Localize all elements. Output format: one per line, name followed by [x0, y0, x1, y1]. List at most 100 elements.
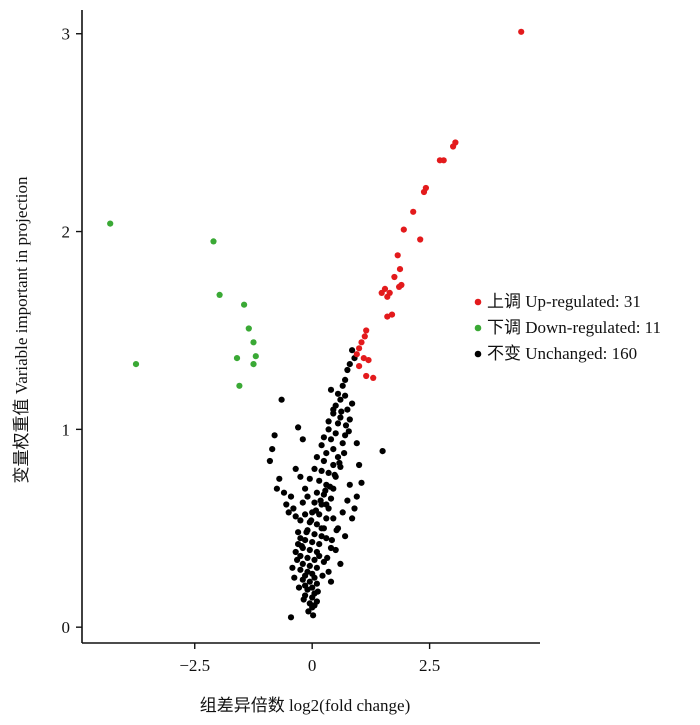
- data-point: [327, 386, 335, 393]
- data-point: [410, 208, 417, 215]
- data-point: [132, 361, 140, 368]
- x-tick-label: 2.5: [419, 656, 440, 675]
- data-point: [319, 572, 326, 579]
- data-point: [339, 509, 346, 516]
- legend-label: 上调 Up-regulated: 31: [487, 292, 641, 311]
- data-point: [297, 535, 304, 542]
- data-point: [363, 372, 370, 380]
- data-point: [304, 586, 311, 593]
- data-point: [299, 499, 306, 506]
- data-point: [330, 461, 337, 469]
- x-tick-label: −2.5: [179, 656, 210, 675]
- data-point: [216, 291, 223, 298]
- data-point: [299, 436, 306, 443]
- data-point: [388, 311, 396, 318]
- data-point: [331, 471, 338, 478]
- data-point: [323, 501, 330, 508]
- x-tick-label: 0: [308, 656, 317, 675]
- data-point: [334, 454, 342, 461]
- data-point: [310, 612, 317, 619]
- data-point: [351, 505, 358, 512]
- data-point: [370, 374, 377, 381]
- data-point: [303, 529, 310, 536]
- data-point: [327, 578, 335, 585]
- data-point: [311, 556, 318, 564]
- data-point: [353, 351, 360, 358]
- data-point: [342, 432, 349, 439]
- data-point: [292, 465, 299, 472]
- data-point: [417, 236, 424, 243]
- data-point: [236, 382, 243, 389]
- data-point: [394, 252, 401, 259]
- data-point: [436, 157, 443, 164]
- series-0: [353, 28, 525, 381]
- series-2: [266, 347, 386, 621]
- data-point: [298, 543, 305, 550]
- data-point: [305, 608, 312, 615]
- data-point: [346, 481, 353, 488]
- y-tick-label: 0: [62, 618, 71, 637]
- data-point: [346, 416, 353, 423]
- data-point: [306, 578, 313, 585]
- y-ticks: 0 1 2 3: [62, 25, 82, 637]
- data-point: [297, 566, 304, 573]
- data-point: [250, 361, 257, 368]
- data-point: [337, 414, 344, 421]
- data-point: [107, 220, 114, 227]
- data-point: [318, 525, 325, 532]
- data-point: [318, 442, 325, 449]
- data-point: [299, 576, 306, 583]
- data-point: [330, 515, 337, 522]
- data-points: [107, 28, 525, 621]
- data-point: [342, 533, 349, 540]
- data-point: [318, 533, 325, 540]
- data-point: [306, 546, 313, 554]
- data-point: [342, 376, 349, 383]
- data-point: [295, 424, 302, 431]
- data-point: [337, 396, 344, 403]
- data-point: [278, 396, 285, 403]
- data-point: [332, 430, 339, 437]
- data-point: [304, 554, 311, 562]
- data-point: [309, 594, 316, 601]
- data-point: [311, 531, 318, 538]
- data-point: [356, 345, 363, 352]
- data-point: [302, 485, 309, 492]
- data-point: [336, 459, 343, 467]
- data-point: [337, 560, 344, 568]
- legend-label: 不变 Unchanged: 160: [487, 344, 637, 363]
- data-point: [330, 406, 337, 413]
- data-point: [302, 511, 309, 518]
- data-point: [290, 505, 297, 512]
- data-point: [271, 432, 278, 439]
- data-point: [378, 289, 385, 296]
- data-point: [327, 495, 335, 502]
- data-point: [338, 408, 345, 415]
- data-point: [363, 327, 370, 334]
- data-point: [292, 548, 299, 556]
- data-point: [345, 428, 352, 435]
- data-point: [318, 467, 325, 474]
- legend-marker: [474, 350, 482, 358]
- data-point: [266, 457, 273, 465]
- data-point: [398, 281, 405, 289]
- data-point: [295, 584, 303, 591]
- data-point: [334, 420, 342, 427]
- data-point: [325, 426, 332, 433]
- y-axis-label: 变量权重值 Variable important in projection: [12, 176, 31, 483]
- data-point: [306, 475, 313, 482]
- data-point: [326, 483, 334, 490]
- data-point: [316, 477, 323, 484]
- data-point: [324, 554, 331, 562]
- data-point: [316, 541, 323, 548]
- data-point: [518, 28, 525, 35]
- y-tick-label: 3: [62, 25, 71, 44]
- legend-marker: [474, 298, 482, 306]
- data-point: [349, 515, 356, 522]
- data-point: [311, 499, 318, 506]
- data-point: [317, 497, 324, 504]
- data-point: [292, 513, 299, 520]
- data-point: [325, 568, 332, 575]
